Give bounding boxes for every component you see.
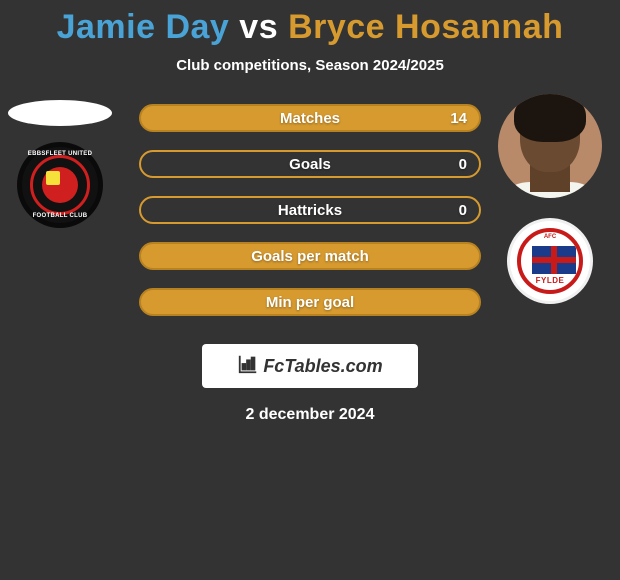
vs-text: vs [239, 8, 278, 46]
stat-label: Matches [280, 110, 340, 127]
fylde-afc-label: AFC [521, 234, 579, 240]
stat-value-right: 0 [459, 202, 467, 219]
stat-label: Min per goal [266, 294, 354, 311]
branding-badge[interactable]: FcTables.com [202, 344, 418, 388]
date-line: 2 december 2024 [0, 406, 620, 424]
fylde-badge-inner: AFC FYLDE [517, 228, 583, 294]
stat-value-right: 14 [450, 110, 467, 127]
player2-name: Bryce Hosannah [288, 8, 563, 46]
chart-icon [237, 353, 259, 380]
branding-text: FcTables.com [263, 356, 382, 377]
stat-bars: Matches 14 Goals 0 Hattricks 0 Goals per match… [139, 104, 481, 316]
stat-label: Goals [289, 156, 331, 173]
page-title: Jamie Day vs Bryce Hosannah [0, 0, 620, 47]
player1-photo-placeholder [8, 100, 112, 126]
stat-bar-hattricks: Hattricks 0 [139, 196, 481, 224]
subtitle: Club competitions, Season 2024/2025 [0, 57, 620, 74]
player2-club-badge: AFC FYLDE [507, 218, 593, 304]
ebbsfleet-badge-inner [30, 155, 90, 215]
player2-column: AFC FYLDE [490, 94, 610, 304]
content-row: EBBSFLEET UNITED FOOTBALL CLUB Matches 14… [0, 104, 620, 316]
stat-label: Hattricks [278, 202, 342, 219]
stat-label: Goals per match [251, 248, 369, 265]
player1-column: EBBSFLEET UNITED FOOTBALL CLUB [0, 94, 120, 228]
stat-bar-min-per-goal: Min per goal [139, 288, 481, 316]
fylde-label: FYLDE [521, 276, 579, 285]
stat-bar-goals-per-match: Goals per match [139, 242, 481, 270]
player1-club-badge: EBBSFLEET UNITED FOOTBALL CLUB [17, 142, 103, 228]
club-badge-text-bottom: FOOTBALL CLUB [22, 213, 98, 219]
stat-value-right: 0 [459, 156, 467, 173]
comparison-card: Jamie Day vs Bryce Hosannah Club competi… [0, 0, 620, 424]
player1-name: Jamie Day [57, 8, 230, 46]
player2-photo [498, 94, 602, 198]
stat-bar-matches: Matches 14 [139, 104, 481, 132]
stat-bar-goals: Goals 0 [139, 150, 481, 178]
